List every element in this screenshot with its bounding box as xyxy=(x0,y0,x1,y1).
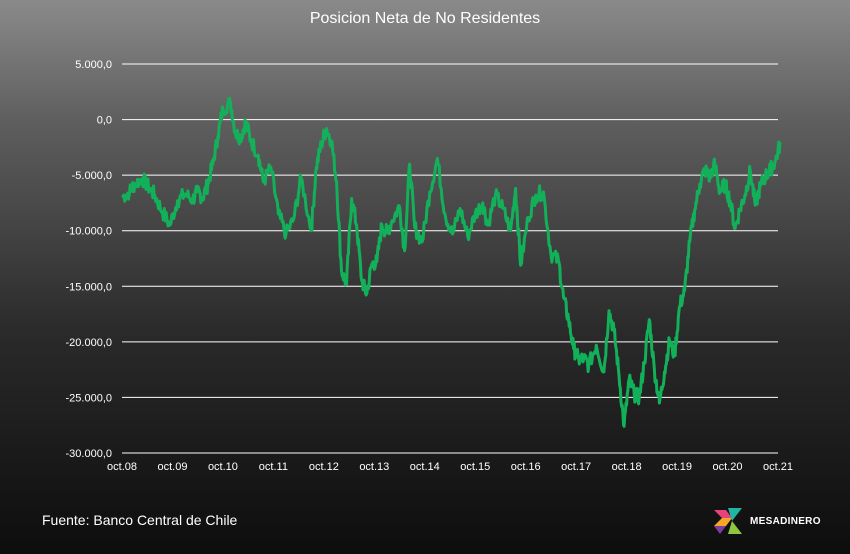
y-tick-label: -10.000,0 xyxy=(66,226,112,238)
brand-highlight: DINERO xyxy=(780,515,821,527)
x-tick-label: oct.10 xyxy=(208,461,238,473)
y-tick-label: -5.000,0 xyxy=(72,170,112,182)
brand-prefix: MESA xyxy=(750,515,781,527)
y-tick-label: -30.000,0 xyxy=(66,448,112,460)
source-note: Fuente: Banco Central de Chile xyxy=(42,512,238,528)
y-tick-label: -25.000,0 xyxy=(66,392,112,404)
brand-logo: MESADINERO xyxy=(712,506,821,536)
x-axis-tick-labels: oct.08 oct.09 oct.10 oct.11 oct.12 oct.13 oct.… xyxy=(107,461,793,473)
chart-title: Posicion Neta de No Residentes xyxy=(309,10,541,27)
y-tick-label: 5.000,0 xyxy=(75,59,112,71)
x-tick-label: oct.16 xyxy=(511,461,541,473)
x-tick-label: oct.14 xyxy=(410,461,440,473)
x-tick-label: oct.08 xyxy=(107,461,137,473)
y-axis-tick-labels: 5.000,0 0,0 -5.000,0 -10.000,0 -15.000,0 -20.… xyxy=(66,59,112,460)
x-tick-label: oct.11 xyxy=(259,461,288,473)
y-tick-label: -20.000,0 xyxy=(66,337,112,349)
y-tick-label: 0,0 xyxy=(97,115,112,127)
y-tick-label: -15.000,0 xyxy=(66,281,112,293)
x-tick-label: oct.09 xyxy=(157,461,187,473)
x-tick-label: oct.21 xyxy=(763,461,793,473)
x-tick-label: oct.13 xyxy=(359,461,389,473)
series-line xyxy=(121,96,782,428)
x-tick-label: oct.20 xyxy=(713,461,743,473)
x-tick-label: oct.12 xyxy=(309,461,339,473)
x-tick-label: oct.18 xyxy=(612,461,642,473)
brand-name: MESADINERO xyxy=(750,516,821,527)
x-tick-label: oct.17 xyxy=(561,461,591,473)
series-group xyxy=(121,96,782,428)
x-tick-label: oct.15 xyxy=(460,461,490,473)
x-tick-label: oct.19 xyxy=(662,461,692,473)
mesadinero-logo-icon xyxy=(714,508,742,534)
